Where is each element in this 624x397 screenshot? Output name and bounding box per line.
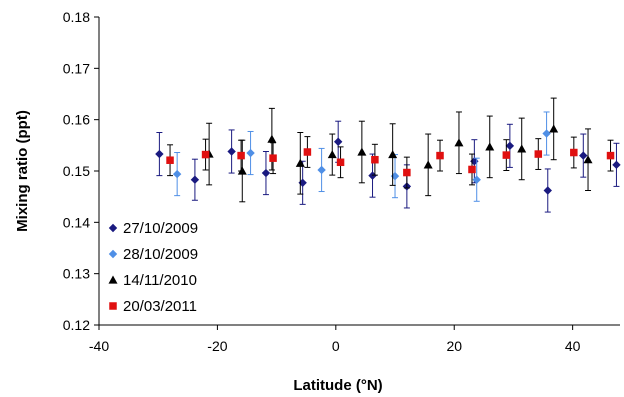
legend: 27/10/2009 28/10/2009 14/11/2010 20/03/2011 xyxy=(108,220,198,315)
data-point xyxy=(543,186,552,195)
y-axis-title: Mixing ratio (ppt) xyxy=(14,110,31,232)
data-point xyxy=(333,137,343,146)
x-tick-label: 40 xyxy=(565,338,581,354)
legend-item: 28/10/2009 xyxy=(108,246,198,263)
data-point xyxy=(542,129,551,138)
data-point xyxy=(303,148,312,156)
data-point xyxy=(388,150,398,159)
x-tick-label: -40 xyxy=(89,338,109,354)
data-point xyxy=(468,165,476,174)
x-tick-label: 20 xyxy=(446,338,462,354)
y-tick-label: 0.14 xyxy=(63,214,90,230)
data-point xyxy=(246,148,255,158)
data-point xyxy=(298,178,307,188)
data-point xyxy=(172,169,182,179)
y-tick-label: 0.16 xyxy=(63,112,90,128)
data-point xyxy=(423,160,433,169)
data-point xyxy=(606,151,615,160)
data-point xyxy=(502,151,511,159)
data-point xyxy=(201,150,210,159)
data-point xyxy=(267,134,277,143)
data-point xyxy=(570,148,578,157)
data-point xyxy=(403,168,411,177)
data-point xyxy=(295,158,305,167)
y-tick-label: 0.15 xyxy=(63,163,90,179)
data-point xyxy=(390,171,400,181)
legend-item: 14/11/2010 xyxy=(108,272,197,289)
data-point xyxy=(583,155,593,164)
data-point xyxy=(261,168,271,178)
y-tick-label: 0.18 xyxy=(63,9,90,25)
data-point xyxy=(534,150,543,158)
series-20-03-2011 xyxy=(166,136,615,189)
x-tick-label: 0 xyxy=(332,338,340,354)
data-point xyxy=(371,155,379,164)
y-tick-label: 0.12 xyxy=(63,317,90,333)
data-point xyxy=(336,158,345,167)
series-14-11-2010 xyxy=(204,97,593,203)
legend-marker xyxy=(108,275,118,284)
data-point xyxy=(237,151,245,160)
series-27-10-2009 xyxy=(155,120,621,213)
data-point xyxy=(357,147,367,156)
legend-label: 27/10/2009 xyxy=(123,220,198,237)
data-point xyxy=(317,165,326,175)
x-axis-title: Latitude (°N) xyxy=(293,377,382,394)
data-point xyxy=(549,124,559,133)
data-point xyxy=(472,175,481,184)
legend-label: 14/11/2010 xyxy=(123,272,197,289)
data-point xyxy=(612,160,621,170)
data-point xyxy=(436,151,444,160)
legend-marker xyxy=(108,223,118,233)
data-point xyxy=(327,150,337,159)
data-point xyxy=(505,141,515,151)
data-point xyxy=(269,154,277,162)
plot-area xyxy=(155,97,621,213)
legend-label: 28/10/2009 xyxy=(123,246,198,263)
data-point xyxy=(368,171,377,180)
x-tick-label: -20 xyxy=(207,338,227,354)
data-point xyxy=(454,138,464,147)
legend-marker xyxy=(109,302,117,310)
data-point xyxy=(485,142,495,151)
ticks: 0.12 0.13 0.14 0.15 0.16 0.17 0.18 -40 -20 0 20 40 xyxy=(63,9,581,354)
y-tick-label: 0.17 xyxy=(63,60,90,76)
data-point xyxy=(227,147,236,156)
data-point xyxy=(579,151,588,160)
legend-label: 20/03/2011 xyxy=(123,298,197,315)
y-tick-label: 0.13 xyxy=(63,266,90,282)
legend-item: 20/03/2011 xyxy=(109,298,197,315)
data-point xyxy=(166,156,174,164)
data-point xyxy=(517,144,527,153)
legend-marker xyxy=(108,249,118,259)
data-point xyxy=(155,149,164,159)
data-point xyxy=(190,175,200,184)
legend-item: 27/10/2009 xyxy=(108,220,198,237)
